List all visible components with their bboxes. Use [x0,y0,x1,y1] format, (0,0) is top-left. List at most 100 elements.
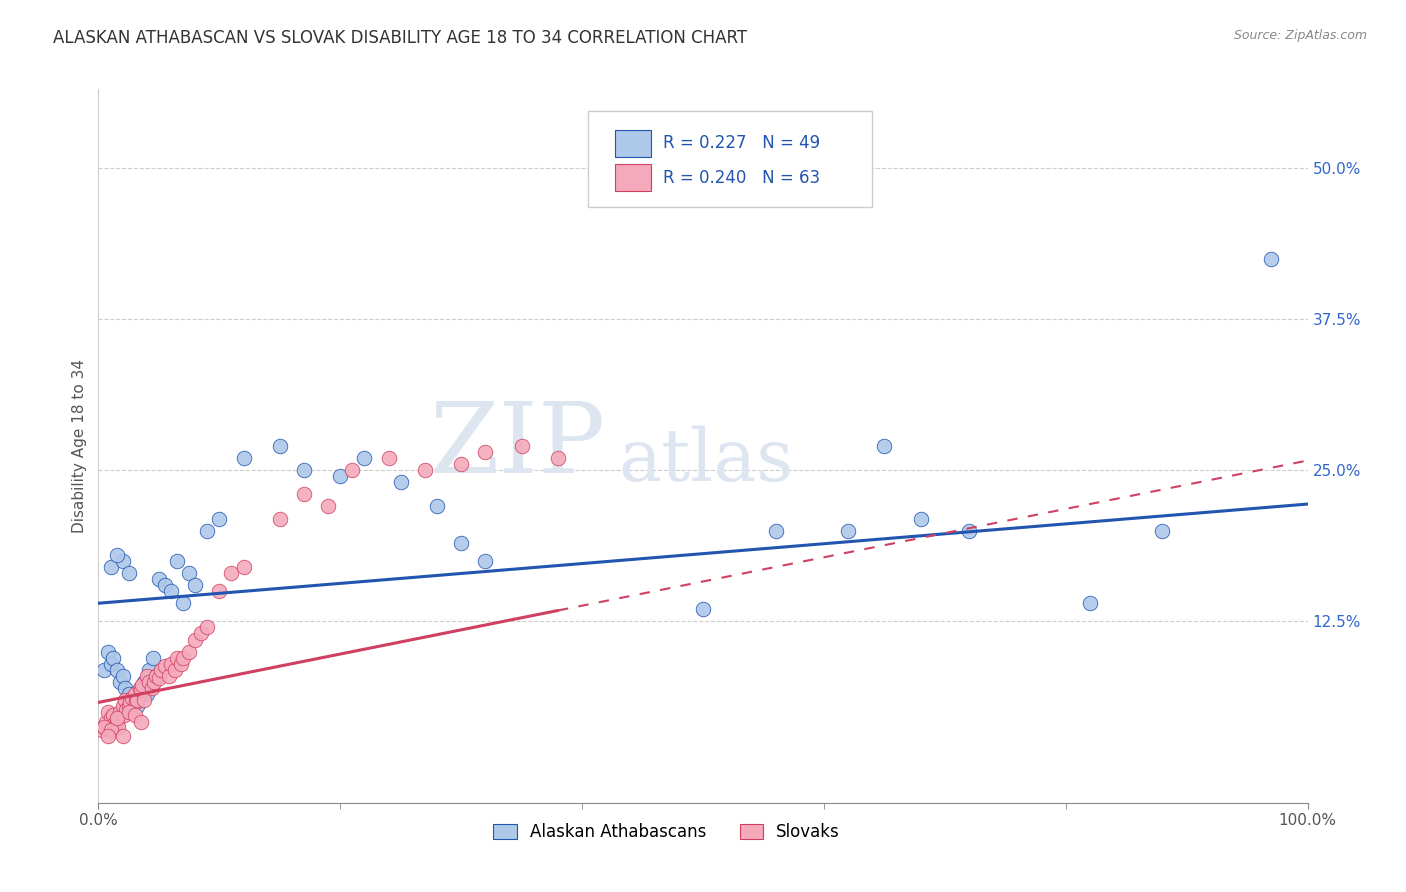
Point [100,723,122,738]
Point [118,705,141,719]
Point [148,671,170,685]
Point [292,463,315,477]
Point [145,669,167,683]
Point [141,681,163,695]
Point [128,681,150,695]
Point [101,650,124,665]
Point [179,645,201,659]
Point [221,566,243,580]
Point [94,714,117,729]
Point [112,707,135,722]
Point [129,681,152,695]
Point [97,705,120,719]
Point [105,548,128,562]
Point [108,705,131,719]
Point [910,511,932,525]
Point [269,511,291,525]
Point [115,703,138,717]
Point [184,578,207,592]
Point [100,657,122,671]
Point [389,475,412,490]
Point [143,674,166,689]
Point [100,560,122,574]
Point [166,554,188,568]
Point [129,714,152,729]
Point [138,663,160,677]
Text: ALASKAN ATHABASCAN VS SLOVAK DISABILITY AGE 18 TO 34 CORRELATION CHART: ALASKAN ATHABASCAN VS SLOVAK DISABILITY … [53,29,748,46]
Point [145,669,167,683]
Point [195,620,218,634]
Point [474,554,496,568]
Text: R = 0.227   N = 49: R = 0.227 N = 49 [664,135,820,153]
Point [97,645,120,659]
Point [269,439,291,453]
Point [107,720,129,734]
Point [121,693,143,707]
Point [142,650,165,665]
Point [148,572,170,586]
Point [547,451,569,466]
Point [413,463,436,477]
Point [329,469,352,483]
Point [124,687,146,701]
Point [208,511,231,525]
Point [208,584,231,599]
Point [160,584,183,599]
Point [172,596,194,610]
Point [232,560,254,574]
Point [353,451,375,466]
Point [510,439,533,453]
Text: atlas: atlas [619,425,794,496]
Point [157,669,180,683]
Text: R = 0.240   N = 63: R = 0.240 N = 63 [664,169,820,186]
Point [377,451,399,466]
Point [232,451,254,466]
Point [108,674,131,689]
Point [111,729,134,743]
Point [100,711,122,725]
Point [316,500,339,514]
Point [150,663,173,677]
Point [105,711,128,725]
Point [153,578,176,592]
Point [118,695,141,709]
Point [190,626,212,640]
Point [135,687,157,701]
Point [131,678,153,692]
Point [138,674,160,689]
FancyBboxPatch shape [614,130,651,157]
Point [153,659,176,673]
Y-axis label: Disability Age 18 to 34: Disability Age 18 to 34 [72,359,87,533]
Point [450,457,472,471]
Point [426,500,449,514]
Point [114,681,136,695]
Point [692,602,714,616]
Point [121,690,143,705]
Point [1260,252,1282,266]
Point [125,695,148,709]
Point [474,445,496,459]
Point [166,650,188,665]
Point [118,566,141,580]
Point [93,720,115,734]
Point [169,657,191,671]
Point [450,535,472,549]
Text: ZIP: ZIP [430,398,606,494]
Point [1152,524,1174,538]
Point [118,699,141,714]
Point [160,657,183,671]
Point [292,487,315,501]
Point [127,693,149,707]
Point [179,566,201,580]
Point [129,683,152,698]
Point [105,714,128,729]
Point [97,729,120,743]
Point [93,663,115,677]
Point [195,524,218,538]
Point [101,707,124,722]
Point [111,699,134,714]
Point [172,650,194,665]
FancyBboxPatch shape [588,111,872,207]
Point [837,524,859,538]
Point [134,693,156,707]
